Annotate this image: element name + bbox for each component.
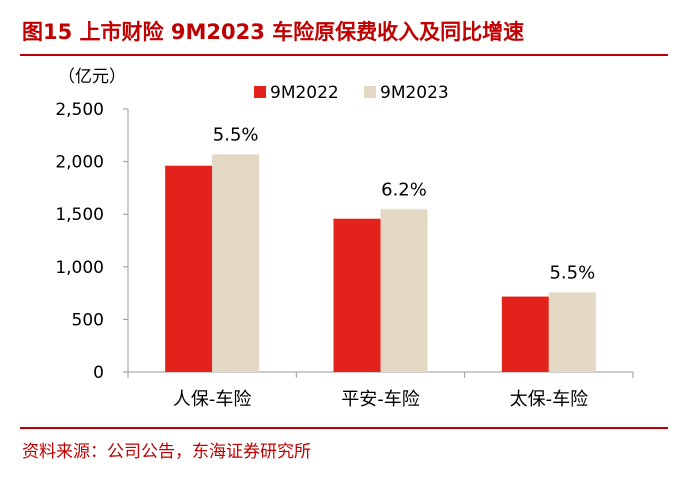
y-tick-label: 2,000: [55, 153, 104, 173]
legend: 9M2022 9M2023: [254, 83, 449, 103]
x-tick-label: 人保-车险: [173, 389, 252, 410]
bar-9m2023: [380, 209, 428, 372]
title-divider: [20, 54, 668, 56]
legend-swatch-9m2023: [364, 86, 376, 98]
y-tick-label: 1,000: [55, 258, 104, 278]
x-tick-label: 平安-车险: [341, 389, 420, 410]
bar-9m2022: [501, 296, 549, 372]
growth-label: 6.2%: [381, 179, 427, 200]
bars: [165, 154, 596, 372]
bar-9m2023: [548, 292, 596, 372]
y-tick-label: 1,500: [55, 205, 104, 225]
y-axis-unit-label: （亿元）: [58, 67, 126, 87]
bar-9m2022: [165, 165, 213, 372]
data-labels: 5.5% 6.2% 5.5%: [213, 124, 595, 283]
growth-label: 5.5%: [213, 124, 259, 145]
legend-label: 9M2023: [380, 83, 449, 103]
y-tick-label: 2,500: [55, 100, 104, 120]
source-note: 资料来源：公司公告，东海证券研究所: [22, 442, 311, 462]
legend-label: 9M2022: [270, 83, 339, 103]
bar-9m2023: [212, 154, 260, 372]
growth-label: 5.5%: [549, 262, 595, 283]
figure-title: 图15 上市财险 9M2023 车险原保费收入及同比增速: [22, 20, 525, 44]
x-tick-label: 太保-车险: [510, 389, 589, 410]
bar-9m2022: [333, 218, 381, 372]
y-tick-label: 0: [93, 363, 104, 383]
footer-divider: [20, 427, 668, 429]
legend-swatch-9m2022: [254, 86, 266, 98]
y-tick-label: 500: [72, 310, 104, 330]
